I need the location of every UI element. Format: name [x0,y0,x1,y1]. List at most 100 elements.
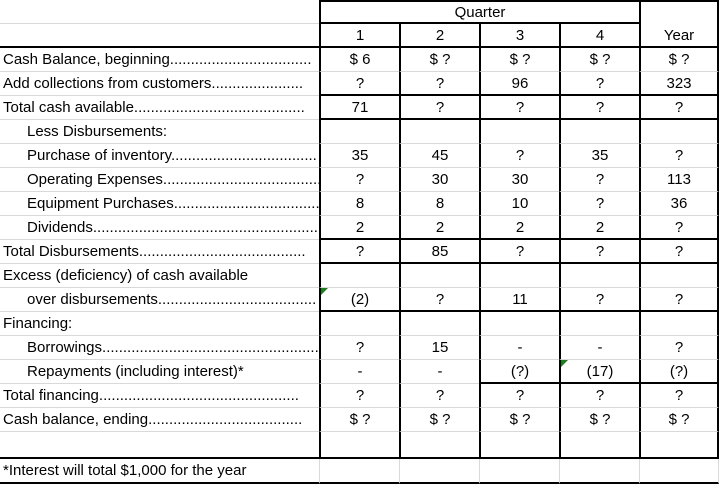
cell-label[interactable]: over disbursements......................… [0,288,319,312]
cell-q1-header[interactable]: 1 [319,24,399,48]
cell-q1-blank[interactable] [319,459,399,484]
cell-q3[interactable] [479,120,559,144]
cell-q2-blank[interactable] [399,459,479,484]
cell-year[interactable]: $ ? [639,408,719,432]
cell-q4[interactable]: 2 [559,216,639,240]
cell-q2[interactable]: 30 [399,168,479,192]
cell-q4[interactable]: (17) [559,360,639,384]
cell-year-blank[interactable] [639,459,719,484]
cell-label-blank[interactable] [0,24,319,48]
cell-year[interactable]: ? [639,336,719,360]
cell-q4[interactable]: ? [559,96,639,120]
cell-label[interactable]: Borrowings..............................… [0,336,319,360]
cell-label[interactable]: Less Disbursements: [0,120,319,144]
cell-q1[interactable] [319,120,399,144]
cell-year-header[interactable]: Year [639,24,719,48]
cell-q1[interactable]: (2) [319,288,399,312]
cell-q3-blank[interactable] [479,459,559,484]
cell-q4-blank[interactable] [559,432,639,459]
cell-q1[interactable]: - [319,360,399,384]
cell-q2[interactable] [399,264,479,288]
cell-q4[interactable]: ? [559,168,639,192]
cell-year-blank[interactable] [639,0,719,24]
cell-label[interactable]: Cash balance, ending....................… [0,408,319,432]
cell-q2[interactable]: - [399,360,479,384]
cell-q3[interactable]: (?) [479,360,559,384]
cell-label-blank[interactable] [0,432,319,459]
cell-q2-blank[interactable] [399,432,479,459]
cell-label[interactable]: Total Disbursements.....................… [0,240,319,264]
cell-q4[interactable]: 35 [559,144,639,168]
cell-q3[interactable]: 30 [479,168,559,192]
cell-label[interactable]: Financing: [0,312,319,336]
cell-q3[interactable]: 2 [479,216,559,240]
cell-q2[interactable]: $ ? [399,48,479,72]
cell-q3-blank[interactable] [479,432,559,459]
cell-q2[interactable]: 15 [399,336,479,360]
cell-q2[interactable] [399,120,479,144]
cell-q2[interactable]: $ ? [399,408,479,432]
cell-label[interactable]: Operating Expenses......................… [0,168,319,192]
cell-q2[interactable]: ? [399,288,479,312]
cell-year[interactable] [639,312,719,336]
cell-q1[interactable]: ? [319,336,399,360]
cell-q3[interactable]: ? [479,240,559,264]
cell-q2[interactable]: ? [399,96,479,120]
cell-label[interactable]: Total financing.........................… [0,384,319,408]
cell-q1[interactable]: 35 [319,144,399,168]
cell-q1[interactable]: $ ? [319,408,399,432]
cell-q3[interactable]: $ ? [479,408,559,432]
cell-year[interactable]: ? [639,96,719,120]
cell-q2[interactable]: 2 [399,216,479,240]
cell-q1[interactable] [319,312,399,336]
cell-label[interactable]: Total cash available....................… [0,96,319,120]
cell-q4[interactable]: ? [559,240,639,264]
cell-q2[interactable]: ? [399,384,479,408]
cell-q2-header[interactable]: 2 [399,24,479,48]
cell-label[interactable]: Cash Balance, beginning.................… [0,48,319,72]
cell-q1[interactable]: $ 6 [319,48,399,72]
cell-year[interactable]: ? [639,384,719,408]
cell-q4[interactable] [559,264,639,288]
cell-label[interactable]: Add collections from customers..........… [0,72,319,96]
cell-year[interactable]: ? [639,144,719,168]
cell-q3[interactable]: 10 [479,192,559,216]
cell-year[interactable]: (?) [639,360,719,384]
cell-q1[interactable]: 8 [319,192,399,216]
cell-q4[interactable] [559,312,639,336]
cell-q1[interactable]: ? [319,72,399,96]
cell-q2[interactable]: ? [399,72,479,96]
cell-q2[interactable]: 85 [399,240,479,264]
cell-q3[interactable]: 96 [479,72,559,96]
cell-label[interactable]: Repayments (including interest)* [0,360,319,384]
cell-year[interactable]: ? [639,240,719,264]
cell-q3[interactable] [479,312,559,336]
cell-q1[interactable]: 71 [319,96,399,120]
cell-q1[interactable]: ? [319,384,399,408]
cell-year[interactable]: $ ? [639,48,719,72]
cell-q1-blank[interactable] [319,432,399,459]
cell-q1[interactable]: ? [319,240,399,264]
cell-q4-header[interactable]: 4 [559,24,639,48]
cell-quarter-merged[interactable]: Quarter [319,0,639,24]
cell-label[interactable]: Dividends...............................… [0,216,319,240]
cell-q4[interactable]: ? [559,72,639,96]
cell-q3[interactable]: - [479,336,559,360]
cell-year[interactable] [639,264,719,288]
cell-year[interactable] [639,120,719,144]
cell-q4-blank[interactable] [559,459,639,484]
cell-q3[interactable]: ? [479,384,559,408]
cell-q4[interactable]: $ ? [559,48,639,72]
cell-q4[interactable]: ? [559,288,639,312]
cell-q3[interactable]: ? [479,144,559,168]
cell-year[interactable]: ? [639,216,719,240]
cell-q1[interactable]: ? [319,168,399,192]
cell-year[interactable]: 323 [639,72,719,96]
cell-label[interactable]: Purchase of inventory...................… [0,144,319,168]
cell-q4[interactable]: ? [559,192,639,216]
cell-q3[interactable]: $ ? [479,48,559,72]
cell-q2[interactable]: 45 [399,144,479,168]
cell-q3[interactable] [479,264,559,288]
cell-q3[interactable]: 11 [479,288,559,312]
cell-q1[interactable]: 2 [319,216,399,240]
